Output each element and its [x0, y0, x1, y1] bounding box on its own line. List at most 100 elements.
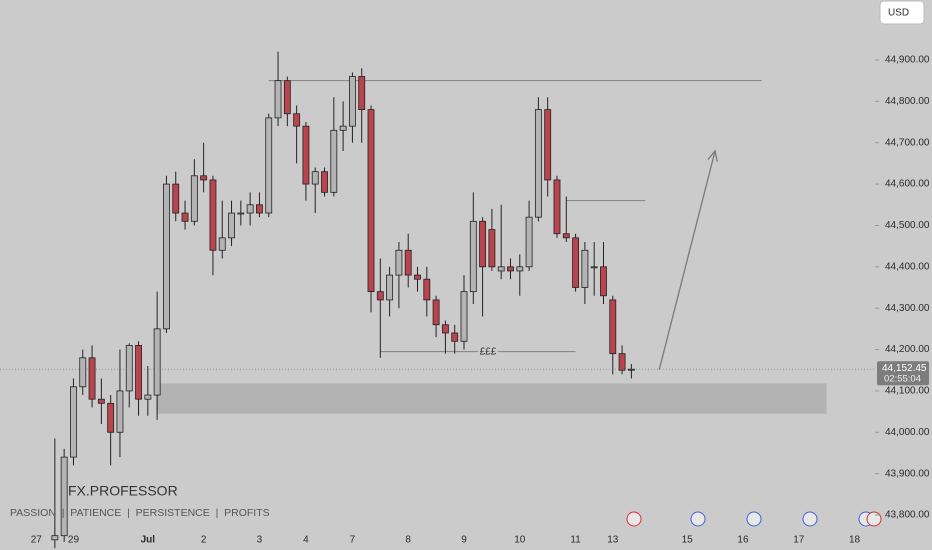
tagline: PASSION | PATIENCE | PERSISTENCE | PROFI…: [10, 507, 270, 519]
candle-body: [311, 171, 319, 185]
projection-arrow: [658, 150, 716, 370]
candle-body: [256, 204, 263, 214]
x-tick-label: 15: [682, 535, 694, 546]
candle-body: [600, 266, 607, 297]
icon[interactable]: [626, 511, 642, 527]
candle-body: [172, 183, 180, 214]
candle-body: [525, 216, 533, 268]
candle-body: [190, 175, 198, 222]
icon[interactable]: [690, 511, 706, 527]
candle-body: [144, 394, 152, 400]
y-tick-label: 44,100.00: [885, 386, 930, 397]
x-tick-label: 4: [303, 535, 309, 546]
y-tick-label: 43,800.00: [885, 510, 930, 521]
candle-body: [88, 357, 96, 400]
x-tick-label: 3: [257, 535, 263, 546]
x-tick-label: Jul: [141, 535, 156, 546]
last-price: 44,152.45: [882, 363, 927, 374]
candle-body: [469, 220, 477, 293]
candle-body: [135, 345, 142, 400]
y-tick-label: 44,400.00: [885, 261, 930, 272]
candle-body: [414, 274, 421, 280]
candle-body: [627, 368, 635, 371]
x-tick-label: 8: [405, 535, 411, 546]
y-tick-label: 44,300.00: [885, 303, 930, 314]
candle-body: [237, 212, 245, 215]
y-tick-label: 44,200.00: [885, 344, 930, 355]
y-tick-label: 44,800.00: [885, 96, 930, 107]
candle-body: [395, 249, 403, 276]
y-tick-label: 43,900.00: [885, 468, 930, 479]
icon[interactable]: [746, 511, 762, 527]
candle-body: [581, 249, 589, 288]
candle-body: [321, 171, 328, 193]
candle-body: [60, 456, 68, 537]
y-tick-label: 44,700.00: [885, 137, 930, 148]
plot: £££: [0, 51, 875, 549]
candle-body: [70, 386, 77, 458]
y-tick-label: 44,600.00: [885, 179, 930, 190]
candle-body: [479, 220, 487, 268]
candle-body: [451, 332, 459, 342]
candle-body: [283, 80, 291, 115]
watermark: FX.PROFESSOR: [68, 483, 178, 499]
candle-body: [200, 175, 208, 181]
candle-body: [246, 204, 254, 214]
candle-body: [572, 237, 580, 288]
candle-body: [358, 76, 366, 111]
candle-body: [544, 109, 552, 181]
candle-body: [125, 345, 133, 392]
event-icons: [626, 511, 882, 527]
x-tick-label: 2: [201, 535, 207, 546]
candle-body: [97, 398, 105, 404]
y-tick-label: 44,900.00: [885, 55, 930, 66]
y-tick-label: 44,500.00: [885, 220, 930, 231]
candle-body: [348, 76, 356, 127]
y-tick-label: 44,000.00: [885, 427, 930, 438]
candle-body: [460, 291, 468, 342]
arrow-head: [707, 149, 718, 162]
last-price-box: [877, 361, 929, 386]
candle-body: [274, 80, 282, 119]
candle-body: [153, 328, 161, 396]
currency[interactable]: USD: [888, 8, 909, 19]
candle-body: [386, 274, 394, 301]
price-axis-bg: [880, 0, 932, 550]
candle-body: [590, 266, 598, 269]
candle-body: [265, 117, 273, 214]
candle-body: [51, 535, 59, 541]
candle-body: [181, 212, 189, 222]
x-tick-label: 16: [737, 535, 749, 546]
candle-body: [116, 390, 124, 433]
currency-button[interactable]: [879, 0, 925, 25]
x-tick-label: 18: [849, 535, 861, 546]
candle-body: [218, 237, 226, 251]
candle-body: [79, 357, 87, 388]
candle-body: [432, 299, 440, 326]
icon[interactable]: [802, 511, 818, 527]
candle-body: [163, 183, 170, 330]
support-zone: [156, 383, 827, 414]
icon[interactable]: [866, 511, 882, 527]
candle-body: [553, 179, 561, 235]
candle-body: [367, 109, 375, 293]
candle-body: [293, 113, 301, 127]
x-tick-label: 7: [350, 535, 356, 546]
candle-body: [507, 266, 514, 272]
candle-body: [497, 266, 505, 272]
candle-body: [441, 324, 449, 334]
candle-body: [339, 125, 347, 131]
x-tick-label: 17: [793, 535, 805, 546]
x-tick-label: 11: [570, 535, 581, 546]
candle-body: [609, 299, 617, 355]
candle-body: [534, 109, 542, 218]
candle-body: [423, 278, 431, 301]
candle-body: [516, 266, 524, 272]
candle-body: [562, 233, 570, 239]
candle-body: [107, 402, 115, 433]
x-tick-label: 9: [461, 535, 467, 546]
x-tick-label: 27: [31, 535, 43, 546]
candle-body: [302, 125, 310, 185]
countdown: 02:55:04: [884, 374, 921, 385]
